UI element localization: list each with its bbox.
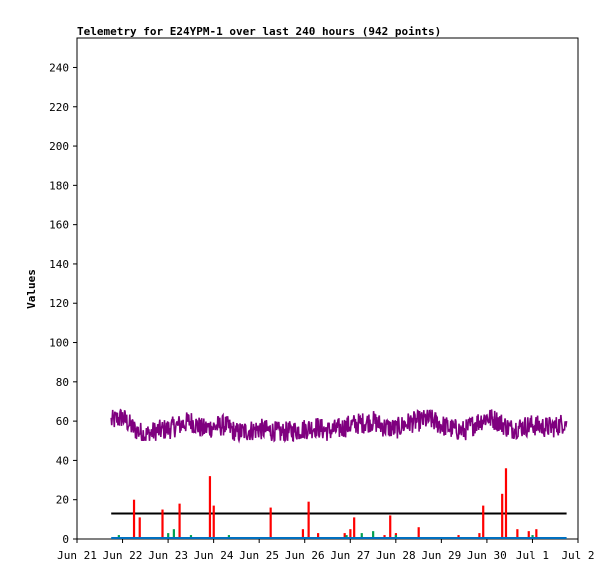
bar-mark xyxy=(389,515,392,539)
plot-area-frame xyxy=(76,37,579,540)
y-tick-label: 180 xyxy=(49,179,69,192)
series-line xyxy=(110,408,568,444)
y-axis: 0 20 40 60 80 100 120 140 160 180 200 220 240 xyxy=(49,61,77,546)
bar-mark xyxy=(172,529,175,539)
bar-mark xyxy=(478,533,481,539)
bar-mark xyxy=(372,531,375,539)
x-tick-label: Jun 30 xyxy=(467,549,507,562)
bar-mark xyxy=(161,509,164,539)
x-axis: Jun 21 Jun 22 Jun 23 Jun 24 Jun 25 Jun 26 Jun … xyxy=(57,539,595,562)
x-tick-label: Jun 28 xyxy=(376,549,416,562)
bar-mark xyxy=(178,503,181,539)
y-tick-label: 160 xyxy=(49,219,69,232)
y-tick-label: 20 xyxy=(56,494,69,507)
x-tick-label: Jun 29 xyxy=(421,549,461,562)
bar-mark xyxy=(535,529,538,539)
y-axis-label: Values xyxy=(25,269,38,309)
x-tick-label: Jun 25 xyxy=(239,549,279,562)
bar-mark xyxy=(527,531,530,539)
bar-mark xyxy=(212,505,215,539)
y-tick-label: 60 xyxy=(56,415,69,428)
bar-mark xyxy=(501,493,504,539)
y-tick-label: 0 xyxy=(62,533,69,546)
x-tick-label: Jun 26 xyxy=(285,549,325,562)
x-tick-label: Jun 24 xyxy=(194,549,234,562)
bar-mark xyxy=(482,505,485,539)
y-tick-label: 40 xyxy=(56,454,69,467)
bar-mark xyxy=(208,476,212,539)
y-tick-label: 100 xyxy=(49,337,69,350)
series-layer xyxy=(110,408,568,539)
series-2 xyxy=(132,468,538,539)
y-tick-label: 220 xyxy=(49,101,69,114)
x-tick-label: Jun 22 xyxy=(103,549,143,562)
x-tick-label: Jul 2 xyxy=(561,549,594,562)
x-tick-label: Jul 1 xyxy=(516,549,549,562)
series-0 xyxy=(110,408,568,444)
y-tick-label: 140 xyxy=(49,258,69,271)
chart-title: Telemetry for E24YPM-1 over last 240 hou… xyxy=(77,25,441,38)
x-tick-label: Jun 21 xyxy=(57,549,97,562)
bar-mark xyxy=(343,533,346,539)
bar-mark xyxy=(167,533,170,539)
bar-mark xyxy=(269,507,272,539)
bar-mark xyxy=(504,468,508,539)
bar-mark xyxy=(360,533,363,539)
bar-mark xyxy=(417,527,420,539)
bar-mark xyxy=(317,533,320,539)
bar-mark xyxy=(307,501,310,539)
bar-mark xyxy=(353,517,356,539)
x-tick-label: Jun 27 xyxy=(330,549,370,562)
y-tick-label: 240 xyxy=(49,61,69,74)
bar-mark xyxy=(138,517,141,539)
bar-mark xyxy=(349,529,352,539)
y-tick-label: 120 xyxy=(49,297,69,310)
y-tick-label: 80 xyxy=(56,376,69,389)
bar-mark xyxy=(301,529,305,539)
x-tick-label: Jun 23 xyxy=(148,549,188,562)
y-tick-label: 200 xyxy=(49,140,69,153)
bar-mark xyxy=(516,529,519,539)
bar-mark xyxy=(132,499,136,539)
